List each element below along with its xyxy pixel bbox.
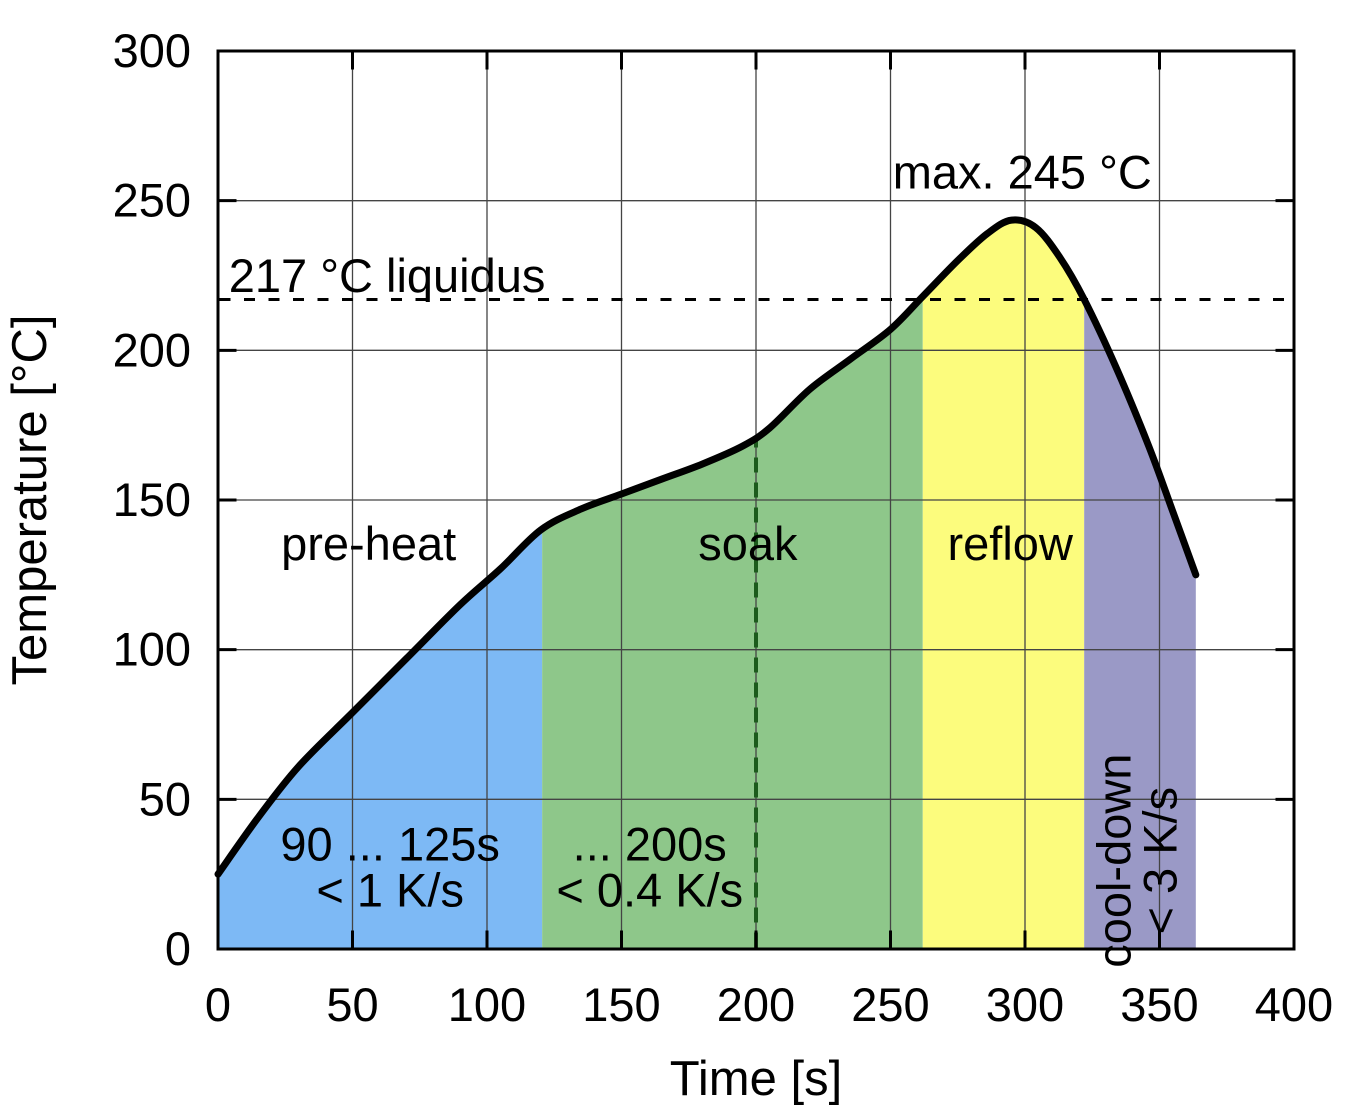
- plot-frame: [216, 49, 1296, 951]
- region-fill-cool-down: [1084, 299, 1196, 948]
- x-tick-label: 150: [582, 978, 660, 1031]
- cool-down-rotated-label: cool-down < 3 K/s: [1088, 754, 1187, 968]
- y-tick-label: 150: [113, 473, 191, 526]
- pre-heat-annotation-rate: < 1 K/s: [316, 864, 464, 917]
- y-tick-label: 250: [113, 174, 191, 227]
- region-label-soak: soak: [698, 517, 798, 570]
- region-fill-soak: [542, 296, 923, 948]
- phase-regions: [218, 219, 1196, 948]
- cool-down-label-line2: < 3 K/s: [1134, 787, 1187, 935]
- pre-heat-annotation-duration: 90 ... 125s: [280, 818, 500, 871]
- temperature-curve: [214, 216, 1200, 878]
- soak-annotation-rate: < 0.4 K/s: [556, 864, 743, 917]
- axis-ticks: [219, 52, 1293, 948]
- soak-annotation-duration: ... 200s: [573, 818, 727, 871]
- liquidus-label: 217 °C liquidus: [229, 249, 546, 302]
- x-axis-title: Time [s]: [670, 1052, 842, 1106]
- y-tick-label: 100: [113, 623, 191, 676]
- region-fill-pre-heat: [218, 528, 543, 948]
- region-label-pre-heat: pre-heat: [281, 517, 456, 570]
- y-tick-label: 200: [113, 323, 191, 376]
- region-label-reflow: reflow: [948, 517, 1074, 570]
- gridlines: [218, 51, 1294, 949]
- x-tick-label: 250: [851, 978, 929, 1031]
- region-fill-reflow: [922, 219, 1085, 948]
- x-tick-label: 50: [326, 978, 378, 1031]
- peak-temperature-label: max. 245 °C: [893, 146, 1152, 199]
- axis-tick-labels: 0 50 100 150 200 250 300 350 400 0 50 100 150 200 250 3…: [113, 24, 1334, 1031]
- cool-down-label-line1: cool-down: [1088, 754, 1141, 968]
- x-tick-label: 100: [448, 978, 526, 1031]
- x-tick-label: 400: [1255, 978, 1333, 1031]
- y-axis-title: Temperature [°C]: [3, 315, 57, 686]
- x-tick-label: 0: [205, 978, 231, 1031]
- x-tick-label: 200: [717, 978, 795, 1031]
- y-tick-label: 50: [139, 772, 191, 825]
- y-tick-label: 0: [165, 922, 191, 975]
- x-tick-label: 300: [986, 978, 1064, 1031]
- x-tick-label: 350: [1120, 978, 1198, 1031]
- y-tick-label: 300: [113, 24, 191, 77]
